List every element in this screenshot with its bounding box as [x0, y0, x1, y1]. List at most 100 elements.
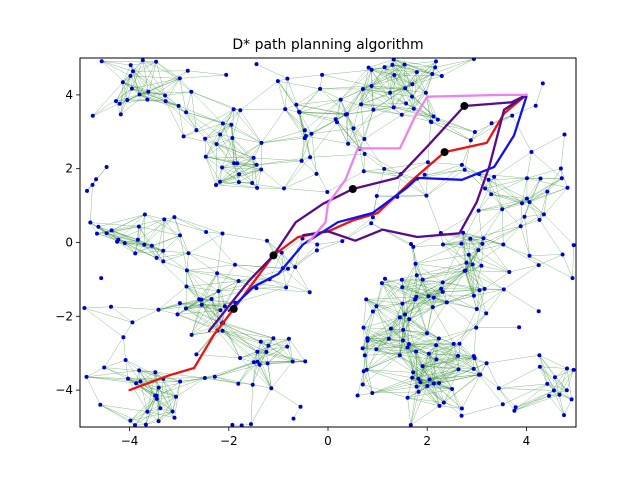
graph-node	[482, 286, 487, 291]
graph-node	[320, 72, 325, 77]
graph-node	[359, 102, 364, 107]
graph-node	[291, 416, 296, 421]
graph-node	[366, 65, 371, 70]
graph-node	[269, 386, 274, 391]
path-series	[302, 93, 528, 242]
y-tick-label: −4	[55, 383, 73, 397]
graph-node	[431, 295, 436, 300]
graph-node	[457, 341, 462, 346]
graph-node	[422, 172, 427, 177]
x-tick-label: 4	[523, 434, 531, 448]
graph-node	[401, 338, 405, 343]
graph-node	[434, 343, 439, 348]
graph-node	[405, 345, 410, 350]
graph-node	[239, 423, 244, 427]
graph-node	[362, 353, 367, 358]
graph-node	[360, 346, 365, 351]
graph-node	[459, 162, 464, 167]
graph-node	[314, 248, 319, 253]
x-tick-label: −4	[121, 434, 139, 448]
graph-node	[142, 212, 147, 217]
graph-node	[564, 388, 569, 393]
graph-node	[185, 68, 190, 73]
waypoint-markers	[229, 101, 469, 313]
graph-node	[459, 413, 464, 418]
graph-node	[416, 389, 421, 394]
graph-node	[371, 107, 376, 112]
graph-node	[149, 243, 154, 248]
graph-node	[400, 285, 405, 290]
graph-node	[537, 217, 542, 222]
graph-node	[98, 402, 103, 407]
graph-node	[410, 82, 415, 87]
graph-node	[259, 140, 264, 145]
graph-node	[433, 65, 438, 70]
graph-node	[346, 141, 351, 146]
graph-node	[231, 107, 236, 112]
graph-node	[426, 351, 431, 356]
graph-node	[527, 200, 532, 205]
graph-node	[484, 311, 489, 316]
graph-node	[411, 370, 416, 375]
graph-node	[451, 341, 456, 346]
graph-node	[525, 176, 529, 181]
graph-node	[163, 93, 168, 98]
graph-node	[362, 152, 367, 156]
x-axis-ticks: −4 −2 0 2 4	[121, 427, 530, 448]
graph-node	[314, 171, 319, 176]
graph-node	[255, 359, 260, 364]
graph-node	[229, 122, 234, 127]
graph-node	[538, 176, 543, 181]
graph-node	[472, 130, 477, 134]
graph-node	[374, 194, 379, 198]
graph-node	[408, 423, 413, 427]
graph-node	[218, 179, 222, 184]
graph-node	[186, 251, 191, 256]
graph-node	[559, 176, 564, 181]
graph-node	[104, 231, 109, 236]
graph-node	[126, 376, 130, 381]
graph-node	[275, 79, 280, 84]
graph-node	[134, 381, 139, 386]
graph-node	[565, 185, 570, 190]
graph-node	[299, 158, 304, 163]
y-axis-ticks: −4 −2 0 2 4	[55, 88, 80, 397]
graph-node	[266, 343, 271, 348]
graph-node	[401, 327, 406, 332]
graph-node	[571, 243, 576, 248]
graph-node	[437, 403, 442, 408]
graph-node	[176, 103, 181, 108]
waypoint-marker	[229, 304, 238, 313]
graph-node	[397, 353, 402, 358]
graph-node	[290, 359, 295, 364]
graph-node	[237, 172, 242, 177]
graph-node	[315, 242, 320, 247]
graph-node	[507, 270, 512, 274]
graph-edges	[84, 58, 574, 426]
graph-node	[172, 215, 177, 220]
graph-node	[284, 285, 289, 290]
graph-node	[397, 315, 402, 320]
graph-node	[122, 241, 127, 246]
graph-node	[133, 251, 138, 256]
waypoint-marker	[269, 251, 278, 260]
graph-node	[128, 63, 133, 68]
graph-node	[413, 261, 418, 266]
graph-node	[172, 415, 177, 420]
graph-node	[500, 402, 505, 407]
graph-node	[562, 132, 567, 137]
waypoint-marker	[440, 148, 449, 157]
graph-node	[489, 192, 494, 197]
graph-node	[178, 379, 183, 384]
graph-node	[411, 244, 416, 249]
chart-title: D* path planning algorithm	[232, 37, 423, 53]
graph-node	[382, 166, 387, 171]
graph-node	[501, 242, 506, 247]
graph-node	[156, 419, 161, 424]
graph-node	[474, 307, 479, 311]
graph-node	[533, 103, 538, 108]
graph-node	[410, 94, 414, 99]
graph-node	[233, 262, 237, 267]
graph-node	[286, 336, 291, 341]
graph-node	[456, 353, 460, 358]
